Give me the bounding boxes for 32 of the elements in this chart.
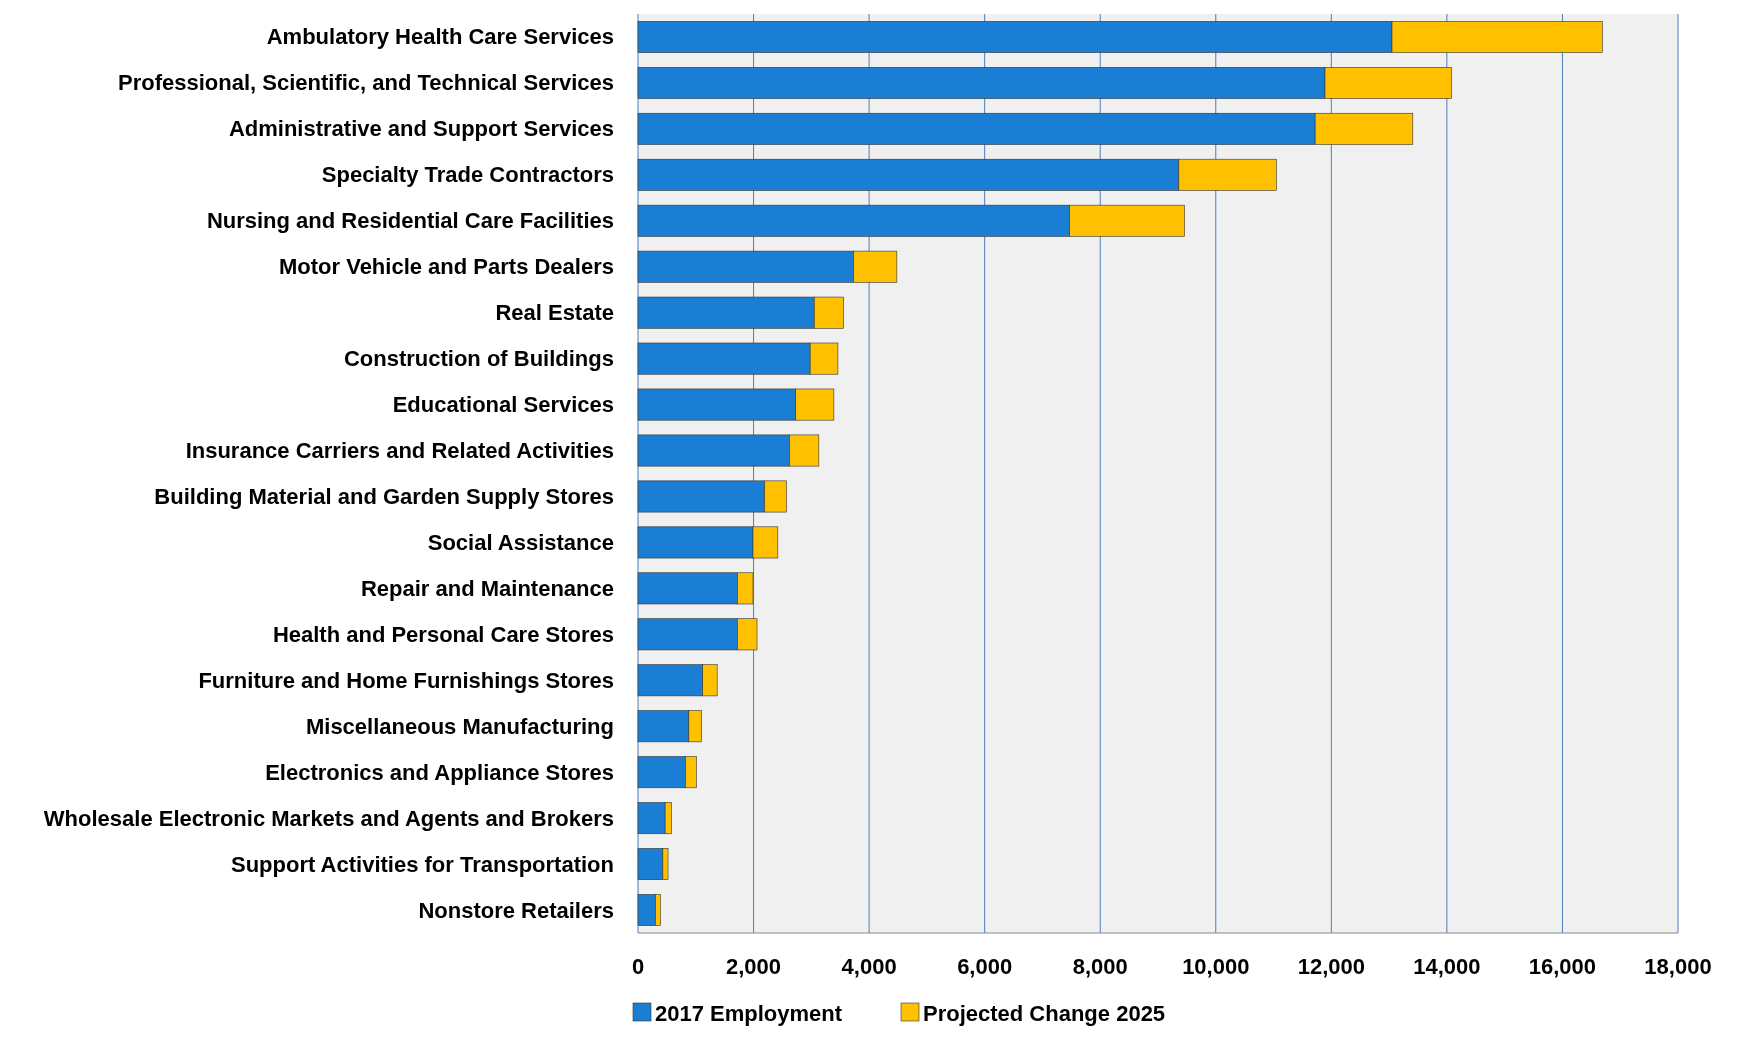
x-tick-label: 2,000 [726,953,782,979]
y-tick-label: Ambulatory Health Care Services [266,24,614,50]
y-tick-label: Repair and Maintenance [360,575,614,601]
y-tick-label: Social Assistance [427,529,614,555]
y-tick-label: Electronics and Appliance Stores [265,759,614,785]
x-tick-label: 4,000 [841,953,897,979]
y-tick-label: Administrative and Support Services [228,116,614,142]
x-tick-label: 10,000 [1182,953,1250,979]
y-tick-label: Furniture and Home Furnishings Stores [198,667,614,693]
x-tick-label: 16,000 [1528,953,1597,979]
y-tick-label: Specialty Trade Contractors [321,162,614,188]
y-tick-label: Educational Services [392,392,614,418]
x-tick-label: 14,000 [1413,953,1481,979]
y-tick-label: Real Estate [495,300,614,326]
y-tick-label: Building Material and Garden Supply Stores [154,483,614,509]
x-tick-label: 6,000 [957,953,1013,979]
y-tick-label: Motor Vehicle and Parts Dealers [278,254,614,280]
y-tick-label: Construction of Buildings [343,346,614,372]
y-tick-label: Insurance Carriers and Related Activities [185,438,614,464]
y-tick-label: Support Activities for Transportation [231,851,614,877]
y-tick-label: Nursing and Residential Care Facilities [206,208,614,234]
legend-label: 2017 Employment [655,1000,843,1026]
y-tick-label: Nonstore Retailers [418,897,614,923]
x-tick-label: 18,000 [1644,953,1712,979]
x-tick-label: 8,000 [1072,953,1128,979]
y-tick-label: Miscellaneous Manufacturing [305,713,614,739]
x-tick-label: 0 [631,953,645,979]
y-tick-label: Health and Personal Care Stores [272,621,614,647]
legend-label: Projected Change 2025 [923,1000,1166,1026]
y-tick-label: Professional, Scientific, and Technical Services [117,70,614,96]
y-tick-label: Wholesale Electronic Markets and Agents and Brokers [43,805,614,831]
x-tick-label: 12,000 [1297,953,1365,979]
